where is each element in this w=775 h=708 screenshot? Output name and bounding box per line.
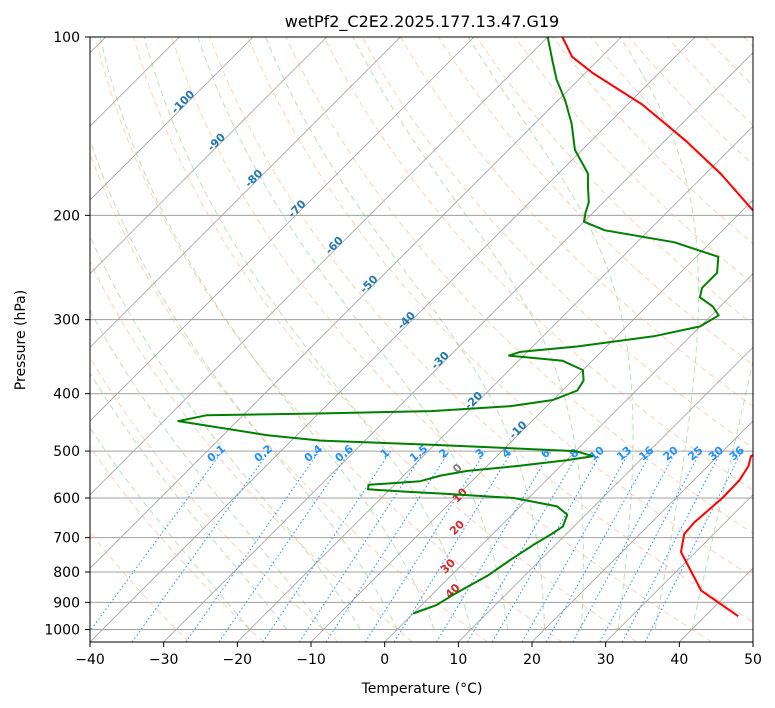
dry-adiabat-line [94,37,563,642]
mixing-ratio-line [521,450,630,642]
moist-adiabat-line [90,138,398,630]
isotherm-line [531,420,753,642]
plot-frame [89,36,754,643]
mixing-ratio-line [491,450,603,642]
x-axis-title: Temperature (°C) [361,681,483,697]
y-tick-label: 400 [53,387,80,403]
background-lines [90,37,753,642]
mixing-ratio-line [393,450,513,642]
y-tick-label: 700 [53,531,80,547]
dry-adiabat-line [90,446,264,642]
y-tick-label: 300 [53,313,80,329]
isotherm-line [90,37,622,569]
mixing-ratio-line [218,450,351,642]
y-tick-label: 100 [53,30,80,46]
dry-adiabat-line [514,37,753,285]
x-tick-label: 20 [523,652,541,668]
dry-adiabat-line [90,356,339,642]
x-tick-label: −20 [223,652,253,668]
dewpoint-line [177,37,720,615]
isotherm-line [90,37,548,496]
moist-adiabat-line [90,427,251,630]
isotherm-line [90,37,327,275]
mixing-ratio-line [325,450,450,642]
x-tick-label: 30 [597,652,615,668]
mixing-ratio-line [467,450,580,642]
x-axis: −40 −30 −20 −10 0 10 20 30 40 50 [75,642,762,668]
isotherm-line [90,37,696,642]
y-tick-label: 800 [53,565,80,581]
isotherm-line [90,37,475,422]
mixing-ratio-line [435,450,552,642]
moist-adiabat-line [90,309,325,630]
dry-adiabat-line [476,37,753,325]
moist-adiabat-line [99,37,435,630]
isotherm-line [237,125,753,642]
dry-adiabat-line [90,260,414,642]
y-tick-label: 1000 [44,622,80,638]
dry-adiabat-line [132,37,638,642]
chart-title: wetPf2_C2E2.2025.177.13.47.G19 [285,12,559,32]
mixing-ratio-line [364,450,486,642]
moist-adiabat-line [143,37,472,630]
isotherm-line [90,37,254,201]
y-axis-title: Pressure (hPa) [13,290,29,390]
dry-adiabat-line [285,37,753,535]
x-tick-label: −40 [75,652,105,668]
moist-adiabat-line [90,235,361,630]
isotherm-line [458,346,753,642]
moist-adiabat-line [197,37,509,630]
x-tick-label: −30 [149,652,179,668]
dry-adiabat-line [171,37,712,642]
moist-adiabat-line [90,371,288,630]
moist-adiabat-line [619,37,699,630]
moist-adiabat-line [265,37,546,630]
dry-adiabat-line [247,37,753,578]
y-tick-label: 600 [53,491,80,507]
mixing-ratio-line [572,450,677,642]
isotherm-line [605,494,753,642]
temperature-line [561,37,753,618]
x-tick-label: 50 [744,652,762,668]
y-tick-label: 500 [53,444,80,460]
isotherm-line [310,199,753,642]
moist-adiabat-line [467,37,634,630]
mixing-ratio-line [185,450,320,642]
isotherm-line [384,273,753,642]
x-tick-label: 10 [449,652,467,668]
moist-adiabat-line [352,37,584,630]
moist-adiabat-line [691,358,753,630]
y-axis: 100 200 300 400 500 600 700 800 900 1000 [44,30,90,638]
profile-series [177,37,753,618]
x-tick-label: 0 [380,652,389,668]
dry-adiabat-line [323,37,753,491]
y-tick-label: 900 [53,595,80,611]
x-tick-label: 40 [670,652,688,668]
isotherm-line [163,52,753,642]
y-tick-label: 200 [53,208,80,224]
x-tick-label: −10 [296,652,326,668]
isotherm-line [90,37,401,348]
dry-adiabat-line [209,37,753,623]
mixing-ratio-line [545,450,653,642]
